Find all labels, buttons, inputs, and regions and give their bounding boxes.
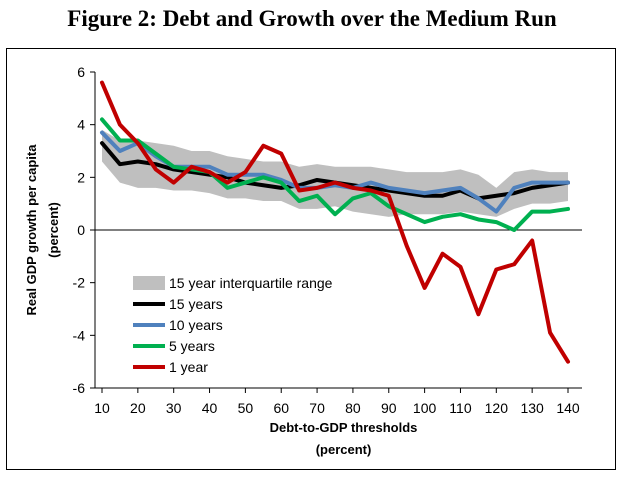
x-tick-label: 10 [94, 400, 110, 416]
x-tick-label: 130 [520, 400, 544, 416]
y-tick-label: -2 [73, 275, 86, 291]
x-tick-label: 80 [345, 400, 361, 416]
y-tick-label: 6 [77, 64, 85, 80]
y-tick-label: -4 [73, 327, 86, 343]
x-tick-label: 100 [413, 400, 437, 416]
x-tick-label: 60 [273, 400, 289, 416]
x-axis-unit: (percent) [316, 442, 372, 457]
legend-label-series: 1 year [169, 359, 208, 375]
legend-label-series: 15 years [169, 296, 223, 312]
interquartile-band [102, 129, 568, 217]
series-line-5-years [100, 117, 570, 232]
y-axis-unit: (percent) [46, 202, 61, 258]
x-tick-label: 70 [309, 400, 325, 416]
x-tick-label: 140 [556, 400, 580, 416]
legend-swatch-band [133, 276, 165, 290]
x-tick-label: 110 [449, 400, 472, 416]
x-tick-label: 30 [166, 400, 182, 416]
figure-title: Figure 2: Debt and Growth over the Mediu… [67, 6, 557, 31]
x-tick-label: 120 [485, 400, 509, 416]
x-tick-label: 20 [130, 400, 146, 416]
y-tick-label: 4 [77, 117, 85, 133]
legend-label-series: 10 years [169, 317, 223, 333]
chart-frame [6, 48, 616, 470]
y-tick-label: 2 [77, 169, 85, 185]
legend-label-series: 5 years [169, 338, 215, 354]
x-axis-title: Debt-to-GDP thresholds [270, 420, 418, 435]
series-line-1-year [100, 80, 570, 364]
y-axis-title: Real GDP growth per capita [24, 144, 39, 316]
x-tick-label: 40 [202, 400, 218, 416]
y-tick-label: 0 [77, 222, 85, 238]
y-tick-label: -6 [73, 380, 86, 396]
x-tick-label: 50 [238, 400, 254, 416]
legend-label-band: 15 year interquartile range [169, 275, 333, 291]
x-tick-label: 90 [381, 400, 397, 416]
